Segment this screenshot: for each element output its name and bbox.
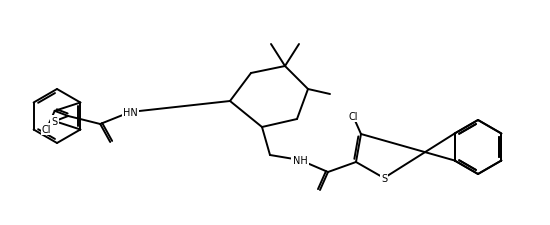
Text: S: S (381, 173, 387, 183)
Text: NH: NH (293, 155, 307, 165)
Text: HN: HN (123, 108, 138, 117)
Text: Cl: Cl (348, 112, 358, 122)
Text: Cl: Cl (42, 124, 52, 134)
Text: S: S (52, 117, 58, 127)
